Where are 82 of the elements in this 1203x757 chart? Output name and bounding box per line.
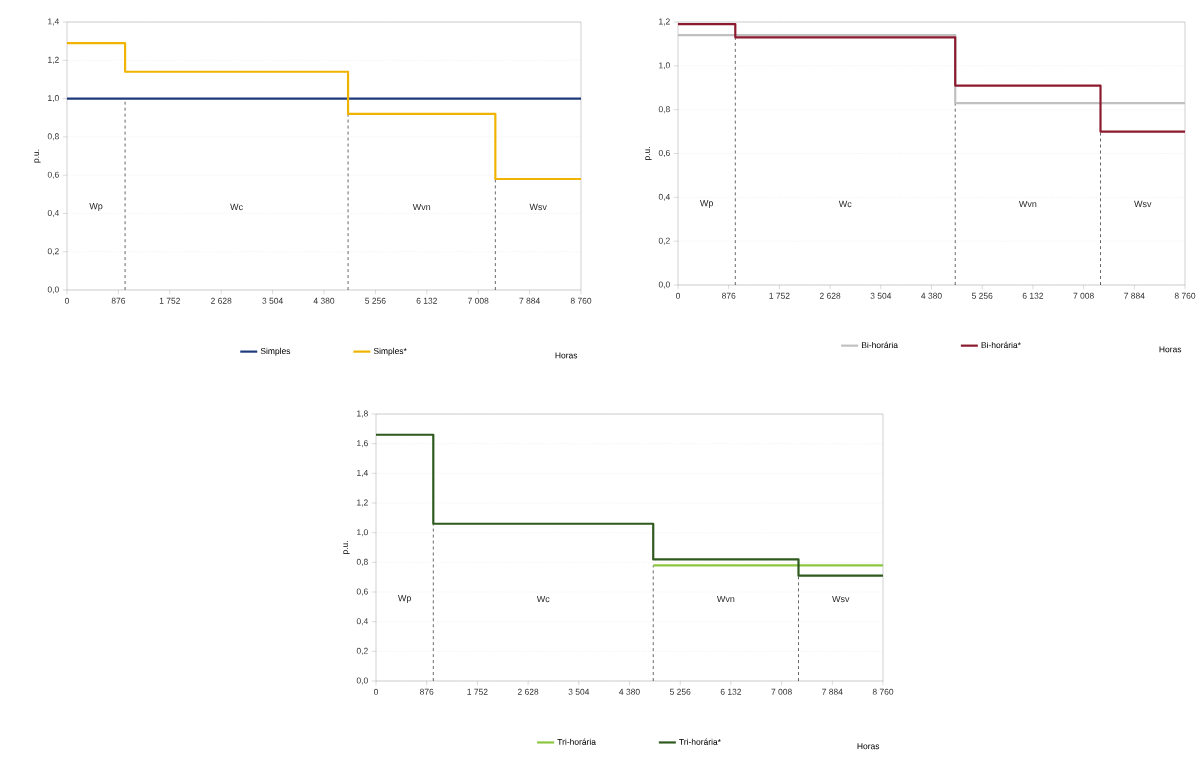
x-tick-label: 6 132: [416, 297, 437, 304]
x-axis-title: Horas: [1159, 346, 1182, 353]
y-tick-label: 0,6: [47, 171, 59, 179]
x-tick-label: 1 752: [769, 292, 790, 299]
x-tick-label: 6 132: [720, 688, 742, 695]
x-tick-label: 5 256: [971, 292, 993, 299]
y-tick-label: 0,4: [47, 209, 59, 217]
x-tick-label: 8 760: [872, 688, 894, 695]
legend-label: Simples*: [373, 347, 407, 356]
x-tick-label: 8 760: [1174, 292, 1196, 299]
annotation: Wc: [230, 203, 243, 211]
x-tick-label: 876: [420, 688, 434, 695]
y-tick-label: 0,6: [658, 150, 670, 157]
y-tick-label: 0,2: [356, 647, 368, 655]
y-tick-label: 0,0: [47, 286, 59, 294]
y-tick-label: 0,8: [47, 133, 59, 141]
x-tick-label: 1 752: [467, 688, 488, 695]
y-axis-title: p.u.: [343, 541, 350, 555]
x-tick-label: 4 380: [619, 688, 640, 695]
annotation: Wvn: [412, 203, 431, 211]
x-tick-label: 0: [64, 297, 70, 304]
x-tick-label: 0: [373, 688, 379, 695]
x-tick-label: 876: [111, 297, 126, 304]
y-tick-label: 1,2: [357, 499, 368, 507]
annotation: Wc: [536, 595, 550, 603]
x-tick-label: 7 884: [1124, 292, 1145, 299]
x-tick-label: 7 008: [771, 688, 792, 695]
x-axis-title: Horas: [857, 743, 880, 750]
y-tick-label: 1,0: [48, 95, 59, 103]
y-tick-label: 1,0: [659, 62, 670, 70]
x-tick-label: 7 884: [822, 688, 843, 695]
x-tick-label: 4 380: [921, 292, 942, 299]
x-tick-label: 2 628: [211, 297, 232, 304]
y-tick-label: 0,4: [356, 618, 368, 626]
x-tick-label: 5 256: [365, 297, 386, 304]
annotation: Wsv: [1134, 200, 1152, 208]
x-tick-label: 3 504: [568, 688, 590, 695]
y-tick-label: 0,0: [658, 281, 670, 289]
annotation: Wsv: [832, 595, 850, 603]
annotation: Wvn: [1018, 200, 1037, 208]
y-tick-label: 1,0: [357, 529, 368, 537]
y-tick-label: 0,4: [658, 193, 670, 201]
x-tick-label: 4 380: [313, 297, 335, 304]
y-tick-label: 1,2: [659, 18, 670, 26]
x-tick-label: 876: [722, 292, 736, 299]
legend-label: Bi-horária*: [981, 341, 1021, 349]
x-tick-label: 7 008: [468, 297, 489, 304]
x-tick-label: 3 504: [262, 297, 283, 304]
legend-label: Bi-horária: [861, 341, 898, 349]
y-tick-label: 1,2: [48, 56, 59, 64]
x-tick-label: 3 504: [870, 292, 892, 299]
x-tick-label: 1 752: [159, 297, 180, 304]
legend-label: Simples: [260, 347, 291, 356]
annotation: Wp: [699, 199, 714, 209]
x-tick-label: 2 628: [819, 292, 841, 299]
x-tick-label: 2 628: [517, 688, 539, 695]
y-tick-label: 0,2: [47, 248, 59, 256]
x-tick-label: 7 884: [519, 297, 540, 304]
y-tick-label: 1,8: [357, 410, 368, 418]
x-tick-label: 5 256: [669, 688, 691, 695]
y-tick-label: 1,4: [357, 469, 368, 477]
x-tick-label: 0: [675, 292, 681, 299]
annotation: Wvn: [716, 595, 735, 603]
y-axis-title: p.u.: [645, 147, 652, 161]
legend-label: Tri-horária: [557, 738, 596, 745]
y-tick-label: 0,6: [356, 588, 368, 596]
annotation: Wc: [838, 200, 852, 208]
x-tick-label: 6 132: [1022, 292, 1044, 299]
y-tick-label: 0,8: [658, 106, 670, 114]
annotation: Wp: [397, 594, 411, 604]
annotation: Wp: [89, 202, 103, 212]
y-tick-label: 1,6: [357, 440, 368, 448]
x-tick-label: 7 008: [1073, 292, 1094, 299]
y-tick-label: 0,8: [356, 558, 368, 566]
legend-label: Tri-horária*: [679, 738, 721, 745]
y-tick-label: 0,2: [658, 237, 670, 245]
y-tick-label: 1,4: [48, 18, 59, 26]
x-tick-label: 8 760: [570, 297, 592, 304]
x-axis-title: Horas: [555, 352, 578, 359]
annotation: Wsv: [529, 203, 547, 211]
y-tick-label: 0,0: [356, 677, 368, 685]
y-axis-title: p.u.: [34, 149, 41, 163]
